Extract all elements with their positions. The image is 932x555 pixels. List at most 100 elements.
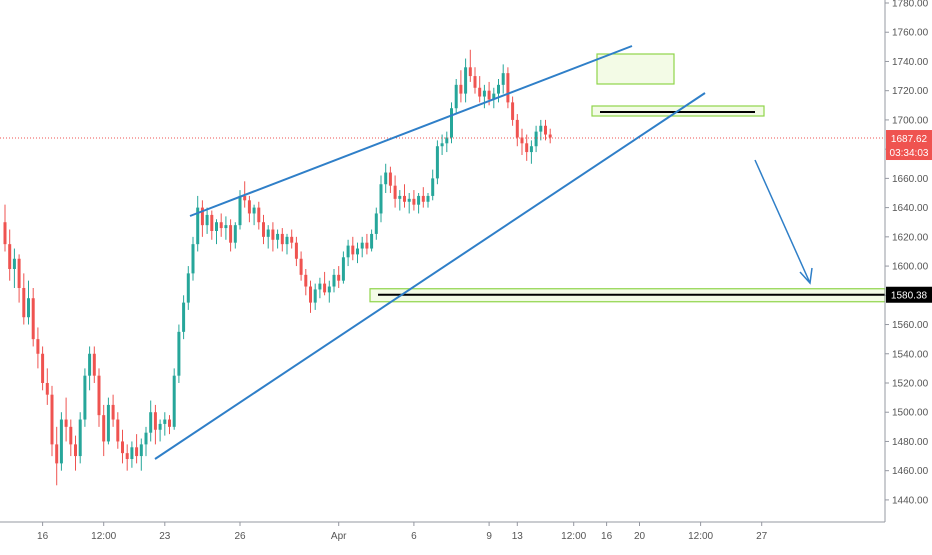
candle[interactable] bbox=[69, 419, 73, 457]
candle[interactable] bbox=[450, 102, 453, 144]
candle[interactable] bbox=[309, 280, 312, 313]
candle[interactable] bbox=[497, 78, 500, 103]
candle[interactable] bbox=[111, 394, 115, 427]
candle[interactable] bbox=[351, 236, 355, 261]
candle[interactable] bbox=[8, 229, 12, 281]
candle[interactable] bbox=[97, 368, 101, 427]
candle[interactable] bbox=[83, 368, 87, 427]
candle[interactable] bbox=[121, 429, 124, 464]
candle[interactable] bbox=[426, 192, 430, 208]
candle[interactable] bbox=[149, 400, 153, 442]
candle[interactable] bbox=[210, 210, 214, 240]
candle[interactable] bbox=[384, 163, 388, 193]
candle[interactable] bbox=[529, 140, 533, 164]
candle[interactable] bbox=[116, 412, 120, 449]
candle[interactable] bbox=[219, 213, 223, 237]
candle[interactable] bbox=[431, 169, 435, 201]
candle[interactable] bbox=[191, 236, 195, 281]
candle[interactable] bbox=[318, 277, 322, 299]
candle[interactable] bbox=[421, 187, 425, 208]
candle[interactable] bbox=[233, 222, 237, 249]
candle[interactable] bbox=[548, 128, 552, 144]
candle[interactable] bbox=[323, 271, 327, 296]
candle[interactable] bbox=[515, 114, 519, 147]
candle[interactable] bbox=[280, 228, 284, 252]
candle[interactable] bbox=[440, 134, 444, 155]
candle[interactable] bbox=[125, 444, 129, 471]
candle[interactable] bbox=[337, 266, 341, 288]
candle[interactable] bbox=[403, 184, 406, 208]
candle[interactable] bbox=[445, 131, 449, 153]
candle[interactable] bbox=[520, 128, 524, 155]
candle[interactable] bbox=[45, 368, 49, 405]
candle[interactable] bbox=[360, 236, 364, 258]
candle[interactable] bbox=[36, 327, 40, 369]
candle[interactable] bbox=[539, 119, 543, 141]
candle[interactable] bbox=[276, 229, 280, 249]
candle[interactable] bbox=[356, 242, 359, 264]
candle[interactable] bbox=[454, 78, 458, 115]
candle[interactable] bbox=[294, 236, 298, 267]
candle[interactable] bbox=[3, 204, 7, 252]
candle[interactable] bbox=[205, 207, 209, 234]
candle[interactable] bbox=[393, 175, 397, 208]
candle[interactable] bbox=[172, 368, 176, 430]
lower-trendline[interactable] bbox=[154, 92, 706, 460]
candle[interactable] bbox=[55, 426, 59, 486]
candle[interactable] bbox=[12, 248, 16, 288]
candle[interactable] bbox=[435, 140, 439, 185]
candle[interactable] bbox=[196, 195, 200, 252]
candle[interactable] bbox=[473, 67, 477, 94]
candle[interactable] bbox=[130, 441, 134, 468]
candle[interactable] bbox=[50, 385, 54, 457]
candle[interactable] bbox=[327, 280, 331, 303]
candle[interactable] bbox=[215, 219, 218, 245]
candle[interactable] bbox=[271, 222, 275, 252]
candle[interactable] bbox=[478, 76, 482, 103]
candle[interactable] bbox=[417, 192, 421, 214]
candle[interactable] bbox=[106, 397, 110, 445]
candle[interactable] bbox=[78, 412, 82, 464]
candle[interactable] bbox=[407, 192, 411, 214]
candle[interactable] bbox=[229, 219, 233, 252]
candle[interactable] bbox=[74, 435, 77, 471]
candle[interactable] bbox=[247, 195, 251, 223]
candle[interactable] bbox=[31, 287, 35, 347]
candle[interactable] bbox=[139, 438, 143, 471]
candle[interactable] bbox=[398, 190, 402, 211]
candle[interactable] bbox=[102, 404, 106, 457]
candle[interactable] bbox=[365, 233, 369, 255]
candle[interactable] bbox=[492, 87, 496, 109]
candle[interactable] bbox=[332, 268, 336, 293]
candle[interactable] bbox=[534, 125, 538, 153]
projection-arrow-line[interactable] bbox=[754, 159, 811, 284]
candle[interactable] bbox=[88, 346, 92, 391]
candle[interactable] bbox=[158, 419, 162, 442]
time-axis[interactable]: 16 12:00 23 26 Apr 6 9 13 12:00 16 20 12:00 27 bbox=[37, 522, 768, 542]
candle[interactable] bbox=[59, 412, 63, 471]
candle[interactable] bbox=[468, 49, 472, 82]
candle[interactable] bbox=[153, 404, 157, 445]
candle[interactable] bbox=[163, 412, 167, 436]
candle[interactable] bbox=[266, 225, 270, 249]
candle[interactable] bbox=[341, 251, 345, 284]
candle[interactable] bbox=[506, 67, 510, 109]
candle[interactable] bbox=[374, 207, 378, 240]
candle[interactable] bbox=[285, 233, 289, 255]
candle[interactable] bbox=[262, 214, 265, 245]
candle[interactable] bbox=[388, 166, 392, 193]
candle[interactable] bbox=[144, 426, 148, 457]
candle[interactable] bbox=[41, 346, 45, 391]
candle[interactable] bbox=[299, 251, 303, 281]
candle[interactable] bbox=[168, 415, 171, 435]
candle[interactable] bbox=[304, 268, 308, 296]
current-price-badge[interactable]: 1687.62 03:34:03 bbox=[886, 130, 932, 161]
candle[interactable] bbox=[186, 266, 190, 310]
candle[interactable] bbox=[379, 175, 383, 223]
candle[interactable] bbox=[412, 190, 416, 211]
candle[interactable] bbox=[313, 283, 317, 310]
candle[interactable] bbox=[17, 254, 21, 303]
candle[interactable] bbox=[135, 434, 139, 464]
